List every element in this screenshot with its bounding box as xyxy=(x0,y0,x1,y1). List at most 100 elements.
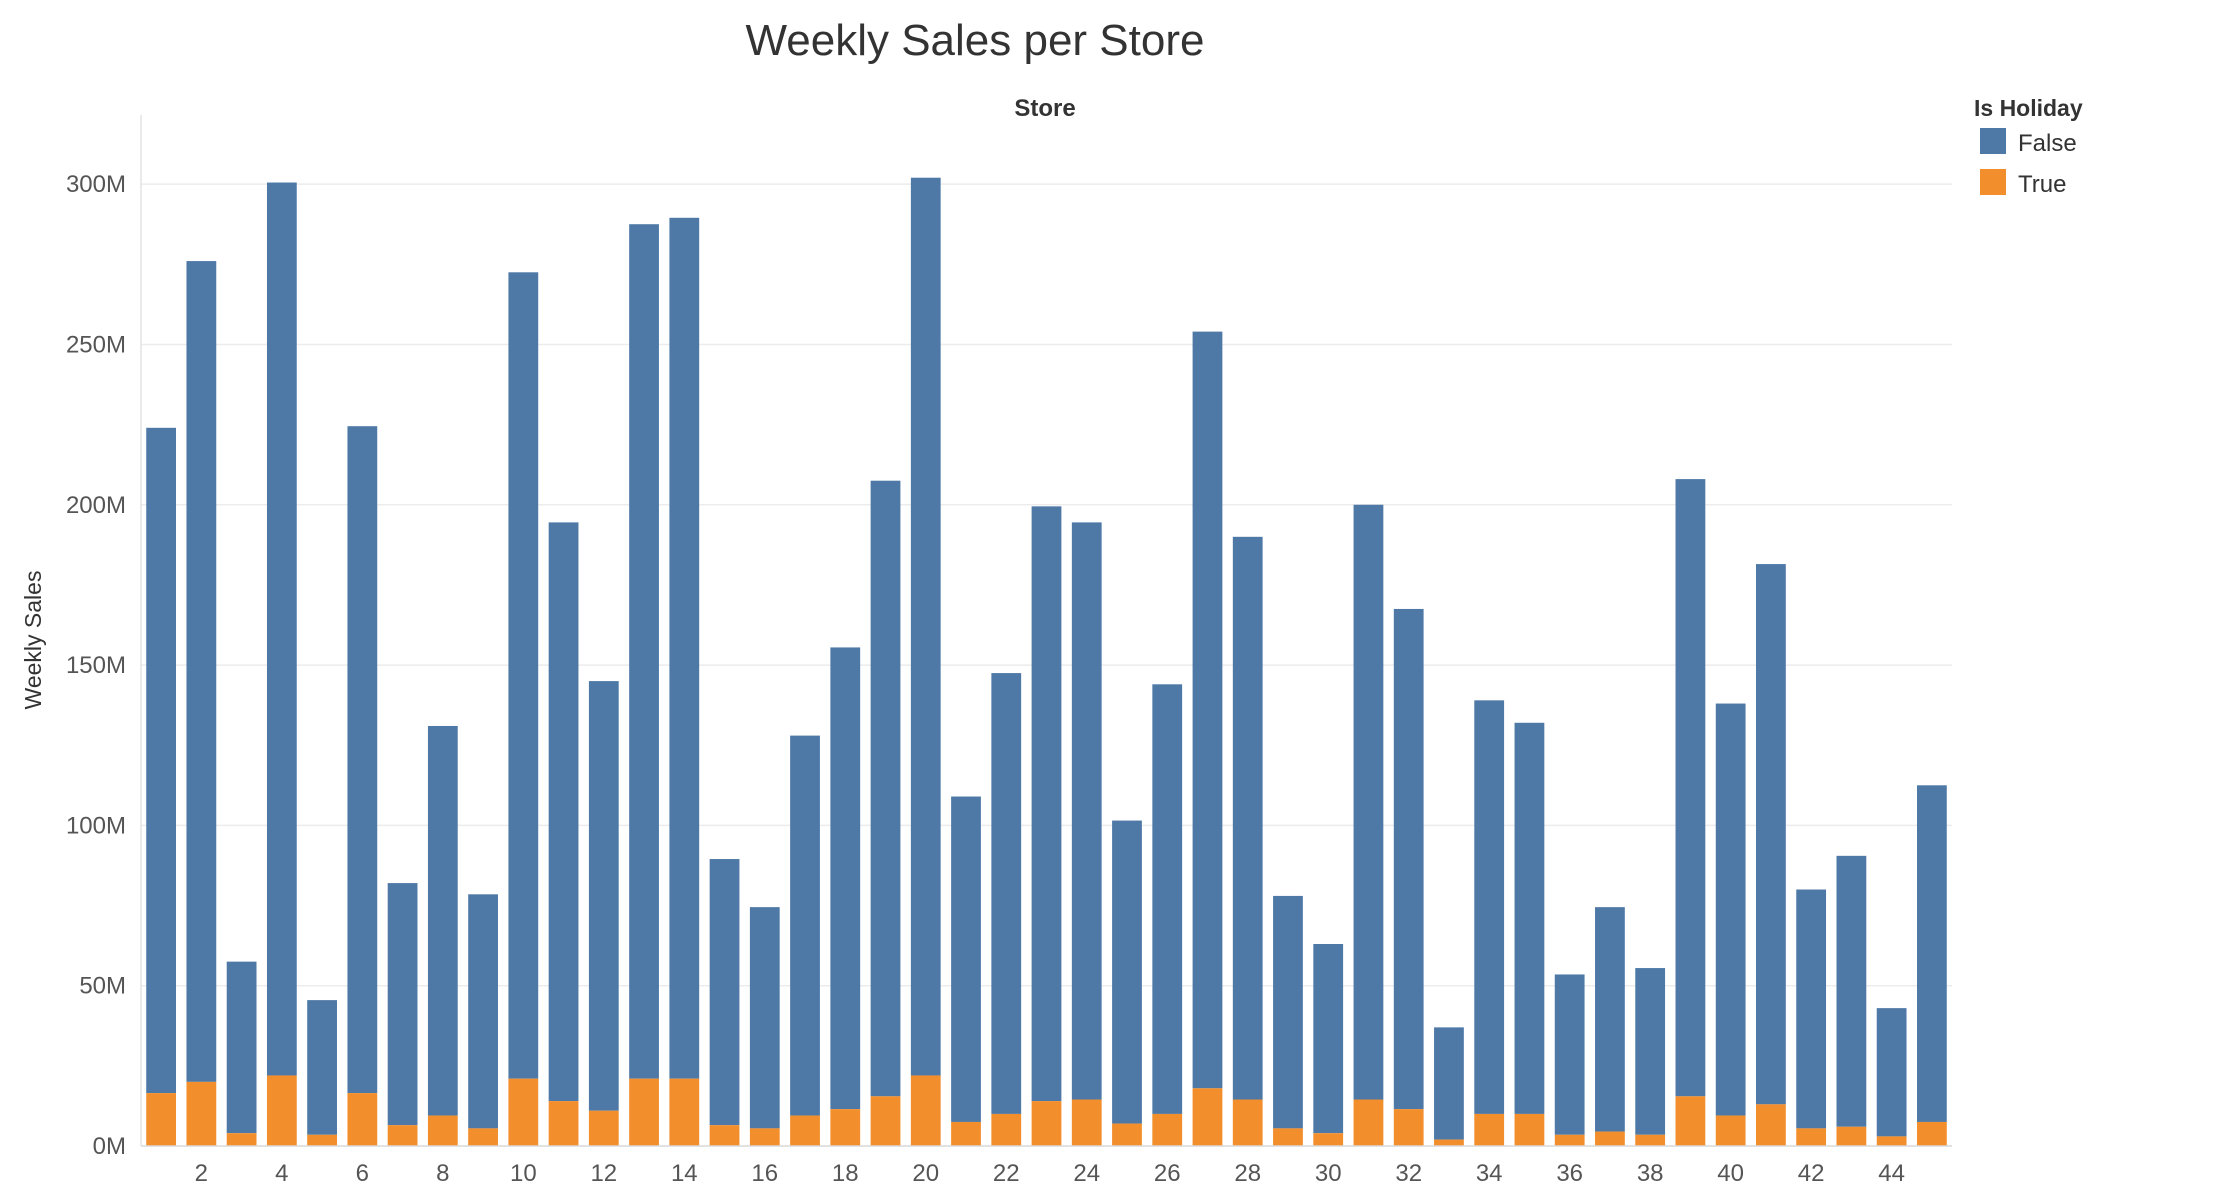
bar-store-36-true[interactable] xyxy=(1554,1134,1585,1146)
bar-store-18-true[interactable] xyxy=(830,1109,861,1146)
y-tick-label: 250M xyxy=(66,331,126,358)
bar-store-16-false[interactable] xyxy=(749,907,780,1129)
x-tick-label: 22 xyxy=(993,1160,1020,1184)
bar-store-1-false[interactable] xyxy=(146,427,177,1094)
bar-store-13-true[interactable] xyxy=(629,1078,659,1146)
bar-store-23-true[interactable] xyxy=(1031,1101,1062,1146)
y-tick-label: 300M xyxy=(66,171,126,198)
bar-store-28-true[interactable] xyxy=(1232,1099,1263,1146)
bar-store-45-true[interactable] xyxy=(1916,1121,1947,1146)
bar-store-15-false[interactable] xyxy=(709,859,740,1126)
bar-store-6-false[interactable] xyxy=(347,426,378,1094)
bar-store-31-false[interactable] xyxy=(1353,504,1384,1100)
bar-store-35-true[interactable] xyxy=(1514,1113,1545,1146)
bar-store-32-false[interactable] xyxy=(1393,608,1424,1110)
bar-store-28-false[interactable] xyxy=(1232,536,1263,1100)
bar-store-5-true[interactable] xyxy=(307,1134,337,1146)
column-header: Store xyxy=(1014,95,1075,122)
bar-store-23-false[interactable] xyxy=(1031,506,1062,1102)
bar-store-30-true[interactable] xyxy=(1313,1133,1344,1146)
bar-store-24-false[interactable] xyxy=(1071,522,1102,1100)
bar-store-29-true[interactable] xyxy=(1273,1128,1303,1146)
bar-store-26-true[interactable] xyxy=(1152,1113,1183,1146)
bar-store-44-true[interactable] xyxy=(1876,1136,1907,1146)
y-tick-label: 200M xyxy=(66,492,126,519)
bar-store-3-true[interactable] xyxy=(226,1133,257,1146)
bar-store-21-true[interactable] xyxy=(951,1121,981,1146)
bar-store-39-true[interactable] xyxy=(1675,1096,1706,1146)
legend-item-false[interactable]: False xyxy=(1980,128,2077,157)
bar-store-43-true[interactable] xyxy=(1836,1126,1867,1146)
bar-store-15-true[interactable] xyxy=(709,1125,740,1146)
bar-store-45-false[interactable] xyxy=(1916,785,1947,1122)
bar-store-30-false[interactable] xyxy=(1313,944,1344,1134)
bar-store-26-false[interactable] xyxy=(1152,684,1183,1114)
bar-store-12-true[interactable] xyxy=(588,1110,619,1146)
bar-store-27-true[interactable] xyxy=(1192,1088,1223,1146)
legend-swatch-true xyxy=(1980,169,2006,195)
bar-store-38-true[interactable] xyxy=(1635,1134,1666,1146)
bar-store-44-false[interactable] xyxy=(1876,1008,1907,1137)
bar-store-42-true[interactable] xyxy=(1796,1128,1827,1146)
bar-store-39-false[interactable] xyxy=(1675,479,1706,1097)
bar-store-25-false[interactable] xyxy=(1112,820,1142,1124)
bar-store-42-false[interactable] xyxy=(1796,889,1827,1129)
bar-store-32-true[interactable] xyxy=(1393,1109,1424,1146)
bar-store-34-true[interactable] xyxy=(1474,1113,1505,1146)
bar-store-11-false[interactable] xyxy=(548,522,579,1102)
bar-store-34-false[interactable] xyxy=(1474,700,1505,1114)
bar-store-5-false[interactable] xyxy=(307,1000,337,1135)
bar-store-4-true[interactable] xyxy=(266,1075,297,1146)
bar-store-25-true[interactable] xyxy=(1112,1123,1142,1146)
bar-store-31-true[interactable] xyxy=(1353,1099,1384,1146)
bar-store-33-true[interactable] xyxy=(1434,1139,1464,1146)
bar-store-9-true[interactable] xyxy=(468,1128,498,1146)
bar-store-20-true[interactable] xyxy=(910,1075,941,1146)
y-tick-label: 150M xyxy=(66,652,126,679)
bar-store-6-true[interactable] xyxy=(347,1093,378,1146)
bar-store-20-false[interactable] xyxy=(910,177,941,1076)
bar-store-19-false[interactable] xyxy=(870,480,901,1097)
bar-store-36-false[interactable] xyxy=(1554,974,1585,1135)
bar-store-33-false[interactable] xyxy=(1434,1027,1464,1140)
bar-store-7-false[interactable] xyxy=(387,883,418,1126)
bar-store-2-false[interactable] xyxy=(186,261,217,1082)
bar-store-17-true[interactable] xyxy=(790,1115,820,1146)
bar-store-10-false[interactable] xyxy=(508,272,539,1079)
bar-store-40-false[interactable] xyxy=(1715,703,1746,1116)
bar-store-43-false[interactable] xyxy=(1836,855,1867,1127)
bar-store-37-true[interactable] xyxy=(1595,1131,1625,1146)
bar-store-12-false[interactable] xyxy=(588,681,619,1111)
bar-store-14-false[interactable] xyxy=(669,217,700,1079)
bar-store-8-true[interactable] xyxy=(427,1115,458,1146)
bar-store-9-false[interactable] xyxy=(468,894,498,1129)
bar-store-3-false[interactable] xyxy=(226,961,257,1134)
bar-store-2-true[interactable] xyxy=(186,1081,217,1146)
bar-store-10-true[interactable] xyxy=(508,1078,539,1146)
bar-store-14-true[interactable] xyxy=(669,1078,700,1146)
bar-store-40-true[interactable] xyxy=(1715,1115,1746,1146)
bar-store-4-false[interactable] xyxy=(266,182,297,1076)
bar-store-17-false[interactable] xyxy=(790,735,820,1116)
bar-store-35-false[interactable] xyxy=(1514,722,1545,1114)
bar-store-37-false[interactable] xyxy=(1595,907,1625,1132)
bar-store-7-true[interactable] xyxy=(387,1125,418,1146)
bar-store-29-false[interactable] xyxy=(1273,895,1303,1129)
bar-store-38-false[interactable] xyxy=(1635,968,1666,1135)
bar-store-41-false[interactable] xyxy=(1756,564,1786,1105)
bar-store-1-true[interactable] xyxy=(146,1093,177,1146)
bar-store-22-false[interactable] xyxy=(991,673,1022,1114)
bar-store-41-true[interactable] xyxy=(1756,1104,1786,1146)
bar-store-24-true[interactable] xyxy=(1071,1099,1102,1146)
bar-store-11-true[interactable] xyxy=(548,1101,579,1146)
legend-item-true[interactable]: True xyxy=(1980,169,2066,198)
bar-store-21-false[interactable] xyxy=(951,796,981,1122)
bar-store-27-false[interactable] xyxy=(1192,331,1223,1089)
bar-store-13-false[interactable] xyxy=(629,224,659,1079)
bar-store-8-false[interactable] xyxy=(427,725,458,1116)
x-tick-label: 38 xyxy=(1637,1160,1664,1184)
bar-store-18-false[interactable] xyxy=(830,647,861,1110)
bar-store-22-true[interactable] xyxy=(991,1113,1022,1146)
bar-store-16-true[interactable] xyxy=(749,1128,780,1146)
bar-store-19-true[interactable] xyxy=(870,1096,901,1146)
